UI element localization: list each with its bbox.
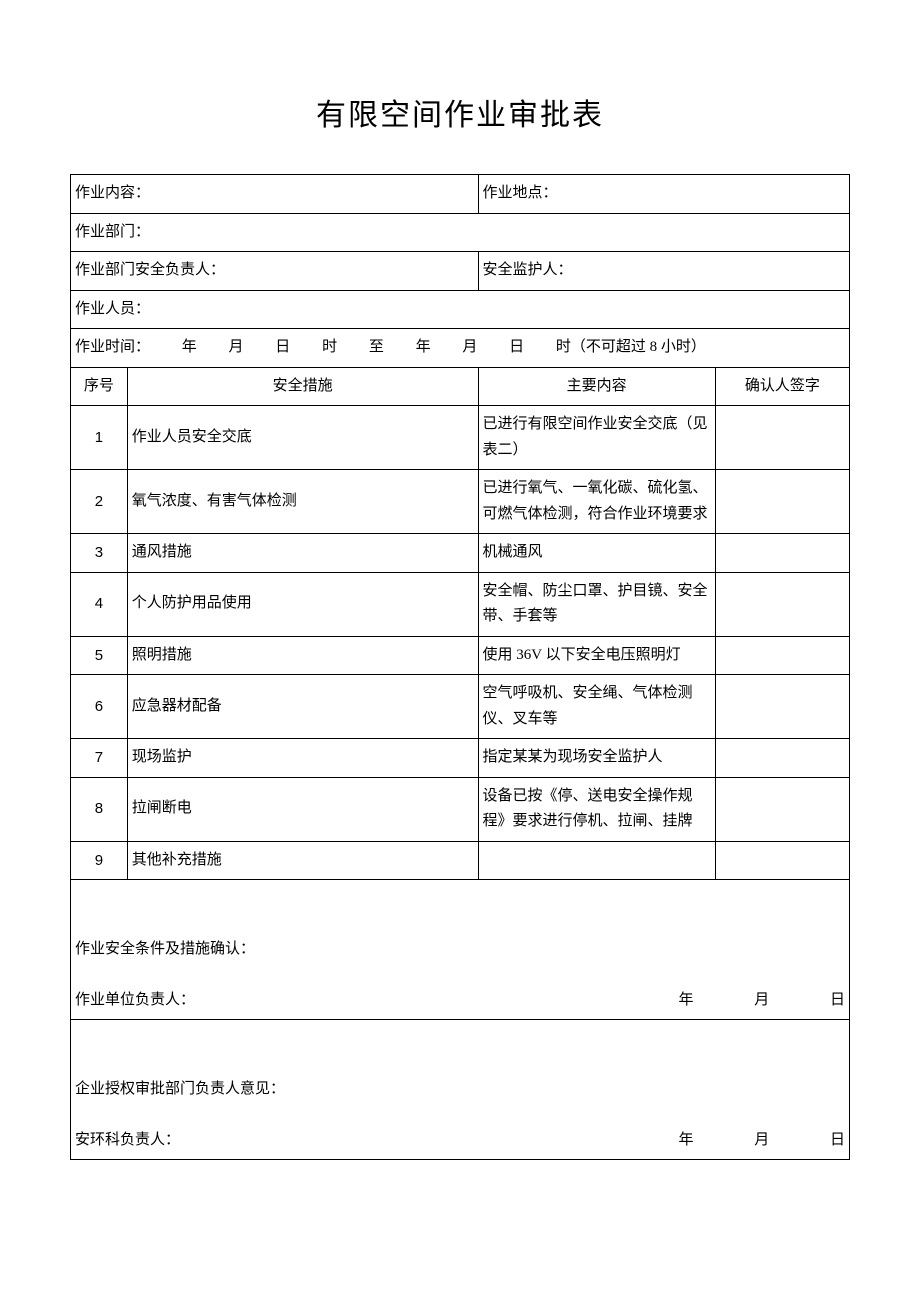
- label-year-2: 年: [416, 339, 431, 355]
- label-time-note: 时（不可超过 8 小时）: [556, 339, 706, 355]
- confirm-conditions-cell: 作业安全条件及措施确认： 作业单位负责人： 年 月 日: [71, 880, 850, 1020]
- env-lead-label: 安环科负责人：: [75, 1128, 180, 1154]
- confirm-conditions-label: 作业安全条件及措施确认：: [75, 941, 255, 957]
- row-sign[interactable]: [715, 739, 849, 778]
- table-row: 7 现场监护 指定某某为现场安全监护人: [71, 739, 850, 778]
- work-time-prefix: 作业时间：: [75, 339, 150, 355]
- table-row: 6 应急器材配备 空气呼吸机、安全绳、气体检测仪、叉车等: [71, 675, 850, 739]
- auth-dept-cell: 企业授权审批部门负责人意见： 安环科负责人： 年 月 日: [71, 1020, 850, 1160]
- row-measure: 作业人员安全交底: [127, 406, 478, 470]
- row-measure: 照明措施: [127, 636, 478, 675]
- row-measure: 现场监护: [127, 739, 478, 778]
- row-measure: 应急器材配备: [127, 675, 478, 739]
- row-index: 1: [71, 406, 128, 470]
- row-index: 5: [71, 636, 128, 675]
- row-measure: 氧气浓度、有害气体检测: [127, 470, 478, 534]
- label-to: 至: [369, 339, 384, 355]
- label-month: 月: [733, 988, 769, 1014]
- row-index: 8: [71, 777, 128, 841]
- field-work-time: 作业时间： 年 月 日 时 至 年 月 日 时（不可超过 8 小时）: [71, 329, 850, 368]
- field-workers: 作业人员：: [71, 290, 850, 329]
- row-content: 设备已按《停、送电安全操作规程》要求进行停机、拉闸、挂牌: [478, 777, 715, 841]
- field-work-content: 作业内容：: [71, 175, 479, 214]
- row-index: 4: [71, 572, 128, 636]
- col-measure: 安全措施: [127, 367, 478, 406]
- row-sign[interactable]: [715, 470, 849, 534]
- row-sign[interactable]: [715, 572, 849, 636]
- row-index: 2: [71, 470, 128, 534]
- row-content: 已进行有限空间作业安全交底（见表二）: [478, 406, 715, 470]
- row-measure: 通风措施: [127, 534, 478, 573]
- row-content: 机械通风: [478, 534, 715, 573]
- approval-form-table: 作业内容： 作业地点： 作业部门： 作业部门安全负责人： 安全监护人： 作业人员…: [70, 174, 850, 1160]
- row-sign[interactable]: [715, 777, 849, 841]
- row-content: [478, 841, 715, 880]
- table-row: 4 个人防护用品使用 安全帽、防尘口罩、护目镜、安全带、手套等: [71, 572, 850, 636]
- row-index: 7: [71, 739, 128, 778]
- label-day: 日: [809, 988, 845, 1014]
- label-year: 年: [658, 988, 694, 1014]
- row-content: 空气呼吸机、安全绳、气体检测仪、叉车等: [478, 675, 715, 739]
- table-row: 5 照明措施 使用 36V 以下安全电压照明灯: [71, 636, 850, 675]
- field-dept-safety-lead: 作业部门安全负责人：: [71, 252, 479, 291]
- field-safety-guardian: 安全监护人：: [478, 252, 849, 291]
- col-sign: 确认人签字: [715, 367, 849, 406]
- table-row: 1 作业人员安全交底 已进行有限空间作业安全交底（见表二）: [71, 406, 850, 470]
- label-year: 年: [658, 1128, 694, 1154]
- unit-lead-label: 作业单位负责人：: [75, 988, 195, 1014]
- field-work-dept: 作业部门：: [71, 213, 850, 252]
- label-month-1: 月: [229, 339, 244, 355]
- label-month-2: 月: [462, 339, 477, 355]
- col-index: 序号: [71, 367, 128, 406]
- field-work-location: 作业地点：: [478, 175, 849, 214]
- table-row: 3 通风措施 机械通风: [71, 534, 850, 573]
- label-month: 月: [733, 1128, 769, 1154]
- row-index: 3: [71, 534, 128, 573]
- row-measure: 个人防护用品使用: [127, 572, 478, 636]
- col-content: 主要内容: [478, 367, 715, 406]
- label-year-1: 年: [182, 339, 197, 355]
- row-sign[interactable]: [715, 534, 849, 573]
- label-day: 日: [809, 1128, 845, 1154]
- date-fill: 年 月 日: [622, 988, 846, 1014]
- row-sign[interactable]: [715, 406, 849, 470]
- row-sign[interactable]: [715, 675, 849, 739]
- table-row: 8 拉闸断电 设备已按《停、送电安全操作规程》要求进行停机、拉闸、挂牌: [71, 777, 850, 841]
- row-content: 使用 36V 以下安全电压照明灯: [478, 636, 715, 675]
- row-content: 指定某某为现场安全监护人: [478, 739, 715, 778]
- label-day-2: 日: [509, 339, 524, 355]
- row-index: 9: [71, 841, 128, 880]
- label-hour-1: 时: [322, 339, 337, 355]
- row-measure: 拉闸断电: [127, 777, 478, 841]
- auth-dept-label: 企业授权审批部门负责人意见：: [75, 1081, 285, 1097]
- table-row: 2 氧气浓度、有害气体检测 已进行氧气、一氧化碳、硫化氢、可燃气体检测，符合作业…: [71, 470, 850, 534]
- row-sign[interactable]: [715, 841, 849, 880]
- row-measure: 其他补充措施: [127, 841, 478, 880]
- row-content: 已进行氧气、一氧化碳、硫化氢、可燃气体检测，符合作业环境要求: [478, 470, 715, 534]
- row-content: 安全帽、防尘口罩、护目镜、安全带、手套等: [478, 572, 715, 636]
- table-row: 9 其他补充措施: [71, 841, 850, 880]
- row-sign[interactable]: [715, 636, 849, 675]
- page-title: 有限空间作业审批表: [70, 90, 850, 134]
- label-day-1: 日: [275, 339, 290, 355]
- date-fill: 年 月 日: [622, 1128, 846, 1154]
- row-index: 6: [71, 675, 128, 739]
